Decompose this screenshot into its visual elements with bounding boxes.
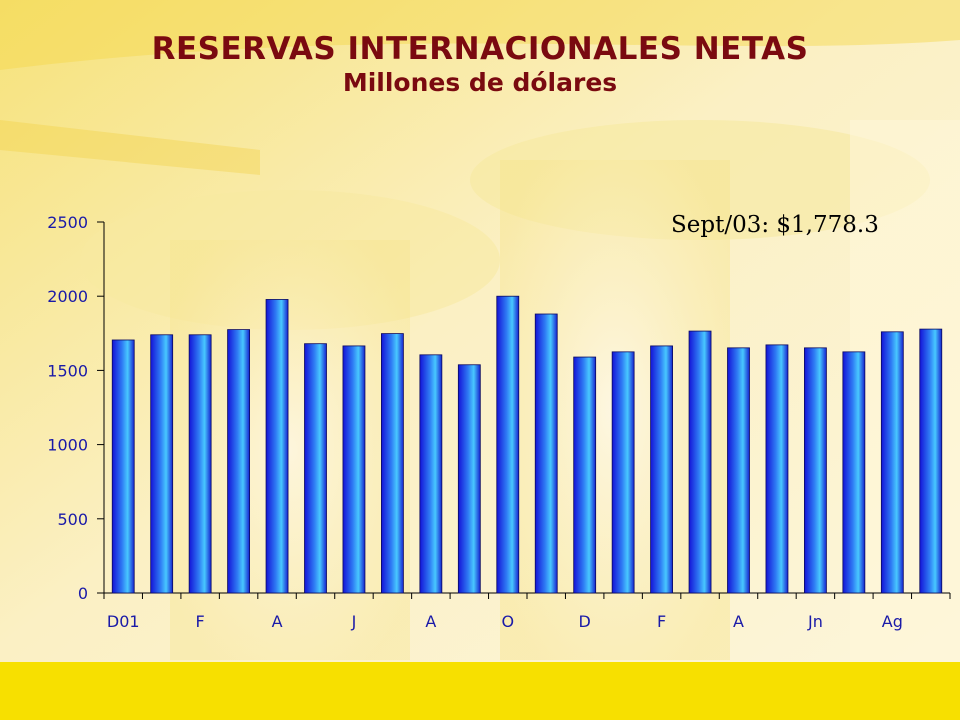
bar — [188, 334, 212, 594]
y-tick-label: 2000 — [47, 287, 88, 306]
x-tick-label: A — [425, 612, 436, 631]
bar — [150, 334, 174, 594]
bar — [381, 333, 404, 594]
bar — [227, 329, 250, 594]
x-tick-label: A — [733, 612, 744, 631]
bar — [457, 364, 481, 594]
page-subtitle: Millones de dólares — [342, 68, 618, 97]
bar — [880, 331, 904, 594]
x-tick-label: O — [501, 612, 514, 631]
x-tick-label: Ag — [882, 612, 903, 631]
latest-value-annotation: Sept/03: $1,778.3 — [671, 212, 879, 238]
bar — [304, 343, 327, 594]
y-tick-label: 1500 — [47, 361, 88, 380]
x-tick-label: Jn — [807, 612, 823, 631]
bar — [265, 299, 289, 594]
y-tick-label: 0 — [78, 584, 88, 603]
x-tick-label: D — [579, 612, 591, 631]
bar — [111, 339, 135, 594]
x-tick-label: F — [657, 612, 666, 631]
bar — [688, 330, 712, 594]
x-tick-label: A — [272, 612, 283, 631]
page-title: RESERVAS INTERNACIONALES NETAS — [151, 31, 809, 67]
bar — [919, 328, 943, 594]
x-tick-label: F — [196, 612, 205, 631]
footer-band — [0, 662, 960, 720]
bar — [534, 313, 558, 594]
bar — [419, 354, 443, 594]
bar — [842, 351, 866, 594]
bar — [727, 347, 750, 594]
y-tick-label: 1000 — [47, 436, 88, 455]
bar — [804, 347, 827, 594]
y-tick-label: 2500 — [47, 213, 88, 232]
x-tick-label: J — [351, 612, 357, 631]
bar — [573, 356, 597, 594]
bar — [611, 351, 635, 594]
bar — [496, 295, 520, 594]
bar — [765, 344, 789, 594]
x-tick-label: D01 — [107, 612, 140, 631]
y-tick-label: 500 — [57, 510, 88, 529]
bar — [342, 345, 366, 594]
bar — [650, 345, 673, 594]
